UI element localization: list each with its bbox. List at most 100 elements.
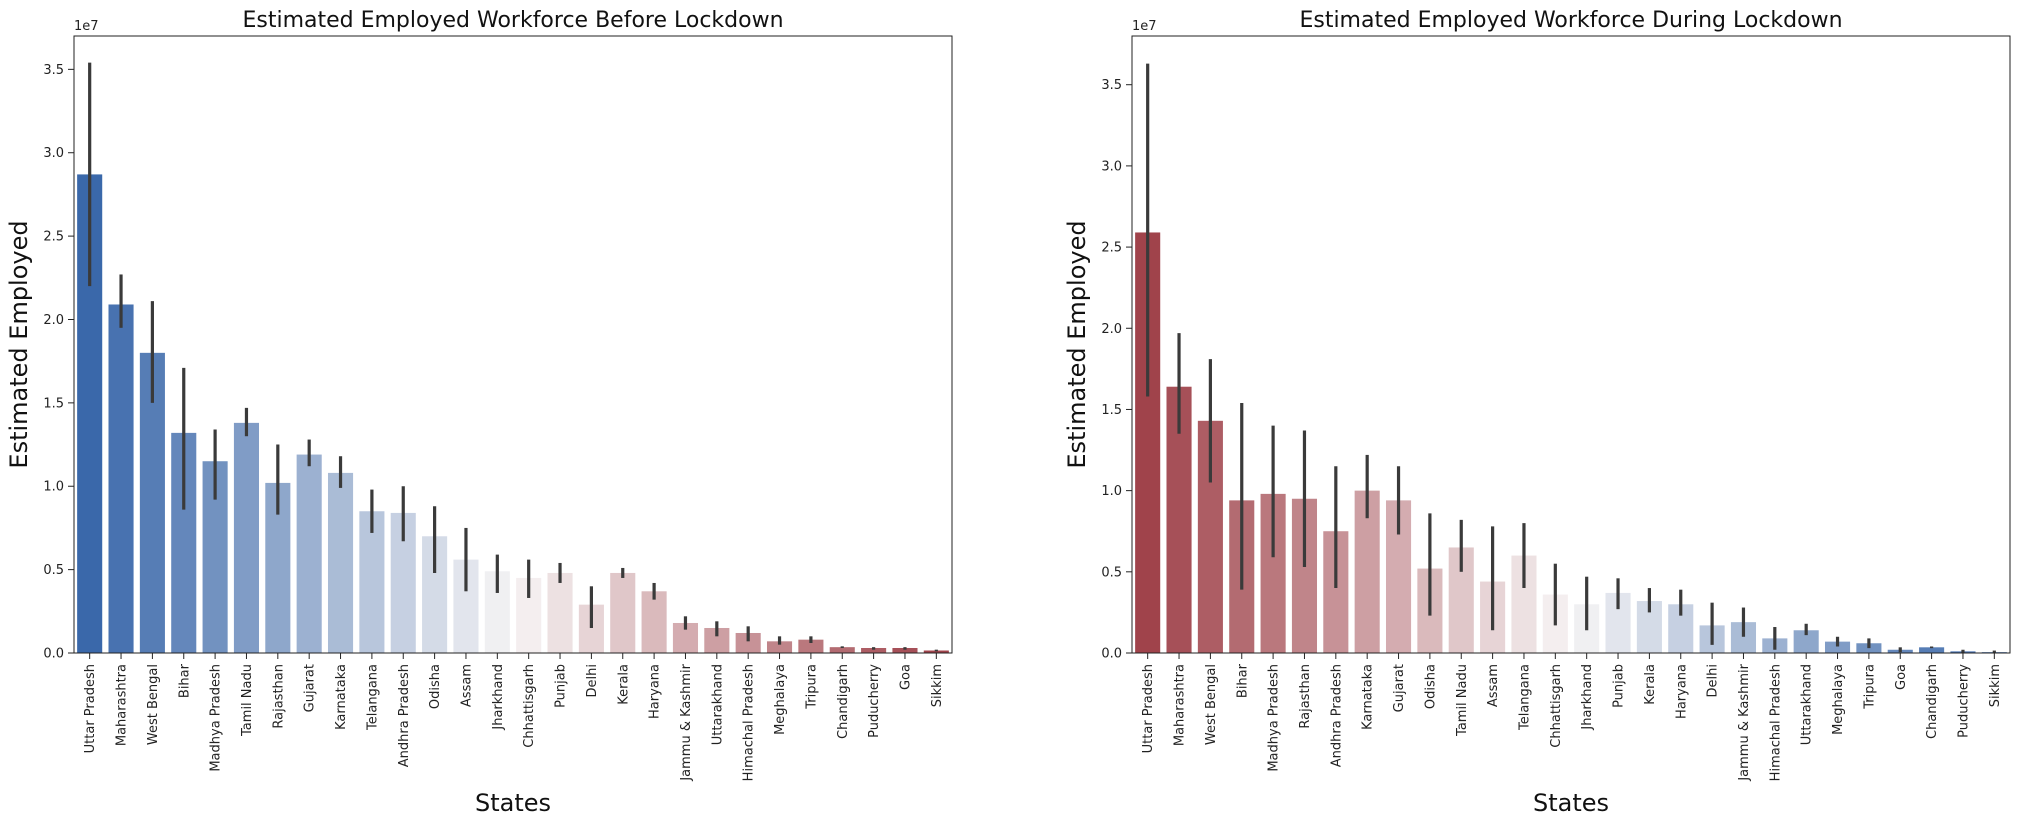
bar-meghalaya — [1824, 641, 1851, 653]
x-tick-label: Chandigarh — [1925, 664, 1940, 739]
bar-sikkim — [923, 650, 949, 653]
y-tick-label: 2.0 — [1101, 322, 1122, 337]
x-tick-label: Andhra Pradesh — [397, 664, 412, 767]
x-tick-label: Kerala — [1643, 664, 1658, 705]
x-tick-label: Goa — [1894, 664, 1909, 690]
y-tick-label: 0.5 — [43, 563, 64, 578]
x-tick-label: Telangana — [365, 664, 380, 731]
chart-title: Estimated Employed Workforce Before Lock… — [242, 8, 783, 33]
x-tick-label: Delhi — [1706, 664, 1721, 697]
x-tick-label: West Bengal — [1204, 664, 1219, 745]
bar-puducherry — [861, 647, 887, 653]
x-tick-label: Puducherry — [867, 664, 882, 738]
x-tick-label: Chandigarh — [836, 664, 851, 739]
x-tick-label: Sikkim — [930, 664, 945, 707]
x-tick-label: Bihar — [177, 663, 192, 698]
x-tick-label: Uttarakhand — [1800, 664, 1815, 745]
x-tick-label: Gujarat — [303, 664, 318, 712]
x-tick-label: Goa — [898, 664, 913, 690]
y-axis-offset-label: 1e7 — [1132, 19, 1157, 34]
x-tick-label: West Bengal — [146, 664, 161, 745]
x-tick-label: Delhi — [585, 664, 600, 697]
x-tick-label: Meghalaya — [773, 664, 788, 735]
y-tick-label: 1.5 — [43, 396, 64, 411]
y-tick-label: 3.5 — [43, 63, 64, 78]
x-tick-label: Bihar — [1235, 663, 1250, 698]
chart-title: Estimated Employed Workforce During Lock… — [1299, 8, 1842, 33]
x-tick-label: Odisha — [428, 664, 443, 709]
y-tick-label: 1.0 — [43, 480, 64, 495]
bar-gujarat — [296, 454, 322, 653]
x-tick-label: Punjab — [1612, 664, 1627, 708]
x-tick-label: Puducherry — [1956, 664, 1971, 738]
chart-panel-1: Estimated Employed Workforce Before Lock… — [5, 8, 953, 817]
bar-telangana — [359, 511, 385, 653]
x-tick-label: Meghalaya — [1831, 664, 1846, 735]
y-tick-label: 2.5 — [1101, 241, 1122, 256]
bar-tripura — [798, 639, 824, 653]
y-tick-label: 1.0 — [1101, 484, 1122, 499]
x-tick-label: Tripura — [1862, 664, 1877, 710]
y-tick-label: 0.0 — [43, 647, 64, 662]
y-tick-label: 3.0 — [1101, 159, 1122, 174]
x-tick-label: Madhya Pradesh — [209, 664, 224, 772]
bar-tamil-nadu — [233, 422, 260, 653]
x-tick-label: Gujarat — [1392, 664, 1407, 712]
x-tick-label: Odisha — [1423, 664, 1438, 709]
x-tick-label: Jharkhand — [1580, 664, 1595, 731]
x-tick-label: Sikkim — [1988, 664, 2003, 707]
y-tick-label: 3.0 — [43, 146, 64, 161]
x-tick-label: Uttar Pradesh — [83, 664, 98, 753]
x-tick-label: Uttar Pradesh — [1141, 664, 1156, 753]
bar-uttarakhand — [1793, 630, 1819, 653]
y-axis-offset-label: 1e7 — [74, 19, 99, 34]
x-tick-label: Haryana — [648, 664, 663, 719]
y-tick-label: 3.5 — [1101, 78, 1122, 93]
x-tick-label: Punjab — [554, 664, 569, 708]
bar-haryana — [641, 591, 667, 653]
x-tick-label: Andhra Pradesh — [1329, 664, 1344, 767]
y-tick-label: 1.5 — [1101, 403, 1122, 418]
x-tick-label: Tamil Nadu — [1455, 664, 1470, 737]
x-tick-label: Haryana — [1674, 664, 1689, 719]
y-tick-label: 2.0 — [43, 313, 64, 328]
y-axis-label: Estimated Employed — [5, 220, 33, 468]
bar-kerala — [610, 572, 636, 653]
x-tick-label: Chhattisgarh — [522, 664, 537, 748]
y-tick-label: 0.0 — [1101, 647, 1122, 662]
bar-maharashtra — [108, 304, 134, 653]
x-tick-label: Uttarakhand — [710, 664, 725, 745]
x-tick-label: Himachal Pradesh — [1768, 664, 1783, 781]
x-tick-label: Jammu & Kashmir — [1737, 663, 1752, 781]
bar-punjab — [547, 572, 573, 653]
x-axis-label: States — [1533, 789, 1609, 817]
x-tick-label: Tamil Nadu — [240, 664, 255, 737]
bar-goa — [892, 647, 918, 653]
x-tick-label: Madhya Pradesh — [1267, 664, 1282, 772]
bar-karnataka — [327, 472, 354, 653]
x-tick-label: Tripura — [804, 664, 819, 710]
x-tick-label: Maharashtra — [115, 664, 130, 746]
x-tick-label: Karnataka — [1361, 664, 1376, 730]
bar-chandigarh — [1919, 647, 1945, 653]
x-tick-label: Rajasthan — [271, 664, 286, 729]
bar-meghalaya — [766, 641, 793, 653]
x-tick-label: Himachal Pradesh — [742, 664, 757, 781]
y-axis-label: Estimated Employed — [1063, 220, 1091, 468]
x-tick-label: Maharashtra — [1173, 664, 1188, 746]
x-tick-label: Kerala — [616, 664, 631, 705]
plot-frame — [1131, 35, 2011, 654]
x-tick-label: Rajasthan — [1298, 664, 1313, 729]
x-tick-label: Jharkhand — [491, 664, 506, 731]
x-axis-label: States — [475, 789, 551, 817]
x-tick-label: Assam — [459, 664, 474, 707]
bar-himachal-pradesh — [735, 632, 761, 653]
chart-panel-2: Estimated Employed Workforce During Lock… — [1063, 8, 2011, 817]
y-tick-label: 0.5 — [1101, 565, 1122, 580]
x-tick-label: Chhattisgarh — [1549, 664, 1564, 748]
x-tick-label: Telangana — [1517, 664, 1532, 731]
plot-frame — [73, 35, 953, 654]
x-tick-label: Jammu & Kashmir — [679, 663, 694, 781]
x-tick-label: Karnataka — [334, 664, 349, 730]
